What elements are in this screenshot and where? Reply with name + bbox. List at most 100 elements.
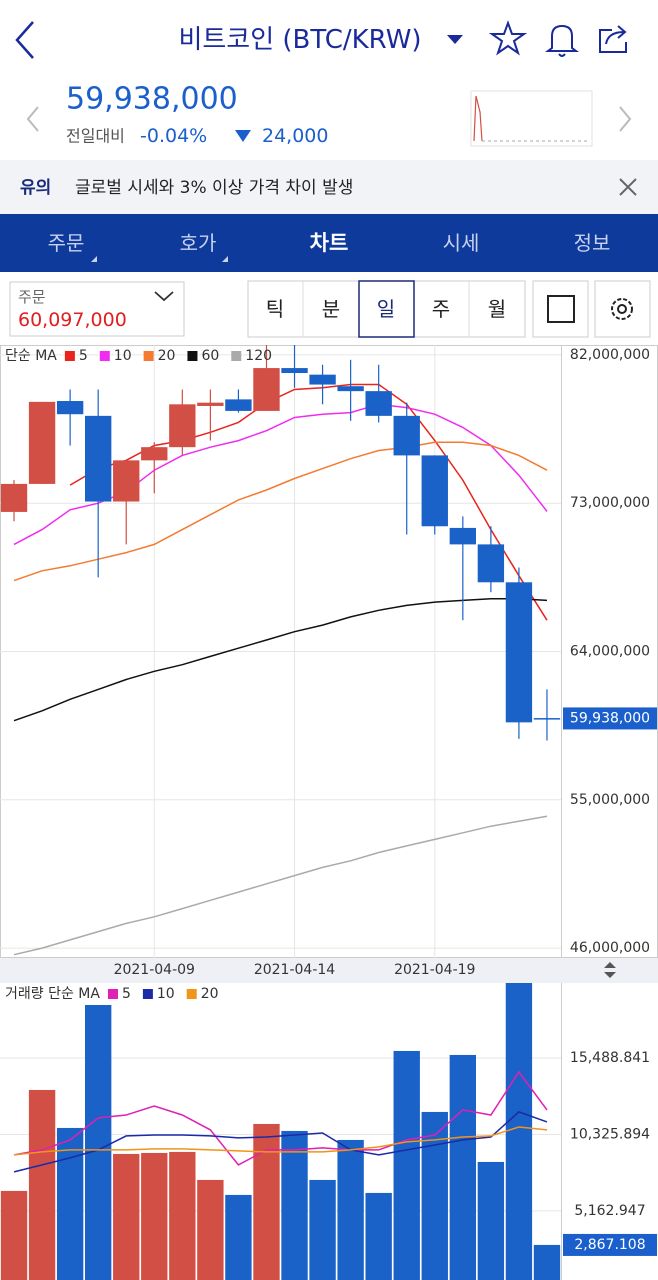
change-amount: 24,000 (262, 125, 328, 147)
order-box[interactable] (9, 281, 185, 337)
candle-body (84, 415, 112, 502)
candle-body (225, 399, 252, 411)
legend-title: 거래량 단순 MA (5, 986, 100, 1002)
y-tick-label: 55,000,000 (570, 792, 650, 808)
candle-body (113, 460, 140, 502)
notice-bar (0, 160, 658, 214)
last-value-box (563, 707, 657, 730)
legend-swatch (99, 351, 110, 361)
ma-line (13, 1126, 548, 1156)
volume-plot (0, 983, 561, 1280)
candle-body (449, 527, 477, 545)
candle-body (197, 402, 224, 406)
legend-swatch (142, 989, 153, 999)
volume-bar (309, 1179, 336, 1280)
tab[interactable]: 정보 (574, 231, 611, 255)
legend-label: 10 (157, 986, 175, 1002)
candle-body (253, 368, 280, 411)
legend-title: 단순 MA (5, 348, 57, 364)
legend-label: 10 (114, 348, 132, 364)
legend-swatch (107, 989, 118, 999)
legend-swatch (186, 989, 197, 999)
candle-body (28, 401, 56, 484)
settings-button[interactable] (594, 280, 651, 338)
candle-body (281, 368, 308, 374)
down-triangle (235, 130, 251, 142)
gear-outer (611, 298, 633, 320)
volume-bar (225, 1194, 252, 1280)
share-icon[interactable] (599, 25, 627, 53)
legend-swatch (187, 351, 198, 361)
last-value-label: 2,867.108 (574, 1237, 645, 1253)
period-button[interactable]: 주 (432, 297, 450, 321)
volume-bar (253, 1123, 280, 1280)
candle-body (477, 544, 505, 583)
volume-bar (28, 1089, 56, 1280)
dropdown-arrow[interactable] (447, 35, 463, 44)
legend-label: 20 (201, 986, 219, 1002)
ma-line (13, 598, 548, 722)
order-price: 60,097,000 (18, 309, 127, 331)
resize-handle[interactable] (604, 962, 616, 978)
tab[interactable]: 시세 (443, 231, 480, 255)
ma-line (13, 815, 548, 956)
candle-body (393, 415, 420, 456)
gear-inner (617, 304, 627, 314)
volume-bar (281, 1130, 308, 1280)
legend-label: 5 (79, 348, 88, 364)
price-plot (0, 345, 561, 958)
ma-line (13, 1111, 548, 1173)
close-notice[interactable] (619, 178, 637, 196)
change-label: 전일대비 (66, 127, 125, 146)
notice-label: 유의 (20, 178, 51, 198)
volume-bar (56, 1127, 84, 1280)
y-tick-label: 82,000,000 (570, 347, 650, 363)
layout-button[interactable] (532, 280, 589, 338)
y-tick-label: 10,325.894 (570, 1126, 650, 1142)
favorite-icon[interactable] (488, 20, 528, 56)
last-value-label: 59,938,000 (570, 710, 650, 726)
ma-line (13, 1070, 548, 1166)
candle-body (169, 404, 196, 448)
y-tick-label: 46,000,000 (570, 940, 650, 956)
legend-label: 120 (245, 348, 272, 364)
volume-bar (169, 1151, 196, 1280)
tab-indicator (222, 256, 228, 262)
prev-button[interactable] (26, 106, 39, 132)
period-button[interactable]: 월 (488, 297, 506, 321)
candle-body (141, 447, 168, 461)
period-selected-frame (358, 280, 415, 338)
alarm-icon[interactable] (545, 24, 579, 57)
tab[interactable]: 주문 (48, 231, 85, 255)
last-value-box (563, 1233, 657, 1256)
volume-bar (477, 1161, 505, 1280)
period-button[interactable]: 틱 (266, 297, 284, 321)
y-tick-label: 64,000,000 (570, 644, 650, 660)
legend-label: 20 (158, 348, 176, 364)
order-label: 주문 (18, 288, 46, 306)
back-button[interactable] (15, 21, 34, 59)
candle-body (421, 455, 448, 527)
change-percent: -0.04% (140, 125, 207, 147)
legend-label: 60 (201, 348, 219, 364)
title[interactable]: 비트코인 (BTC/KRW) (178, 25, 421, 55)
candle-body (337, 386, 364, 392)
tab[interactable]: 호가 (180, 231, 217, 255)
period-button[interactable]: 분 (322, 297, 340, 321)
date-axis-band (0, 958, 658, 983)
next-button[interactable] (619, 106, 632, 132)
mini-chart-frame (470, 90, 593, 147)
tab-selected[interactable]: 차트 (310, 231, 349, 255)
volume-bar (365, 1192, 392, 1280)
tab-indicator (91, 256, 97, 262)
candle-body (56, 401, 84, 415)
volume-bar (0, 1190, 28, 1280)
x-tick-label: 2021-04-19 (394, 962, 475, 978)
period-button-selected[interactable]: 일 (377, 297, 395, 321)
candle-body (309, 374, 336, 385)
legend-swatch (64, 351, 75, 361)
layout-icon (547, 295, 575, 323)
candle-body (0, 483, 28, 512)
volume-bar (449, 1054, 477, 1280)
order-dropdown[interactable] (154, 291, 174, 302)
